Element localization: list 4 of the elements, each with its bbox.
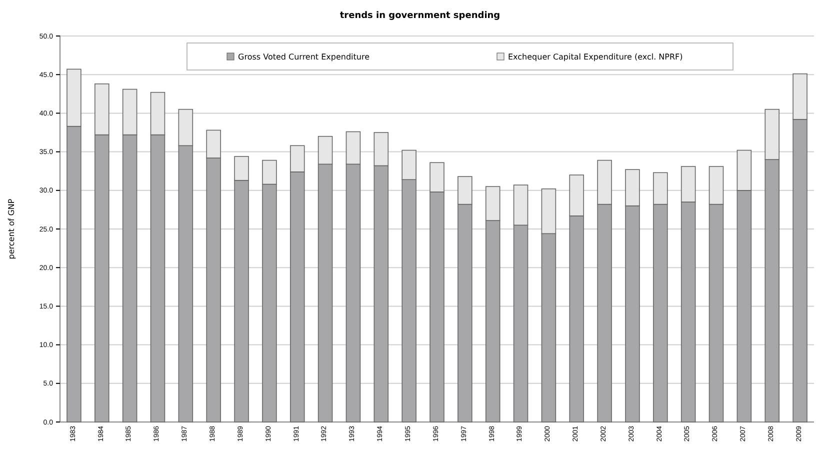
y-axis-title: percent of GNP (7, 198, 16, 260)
legend-label: Gross Voted Current Expenditure (238, 52, 370, 62)
chart-title: trends in government spending (340, 11, 500, 21)
legend-label: Exchequer Capital Expenditure (excl. NPRF) (508, 52, 683, 62)
